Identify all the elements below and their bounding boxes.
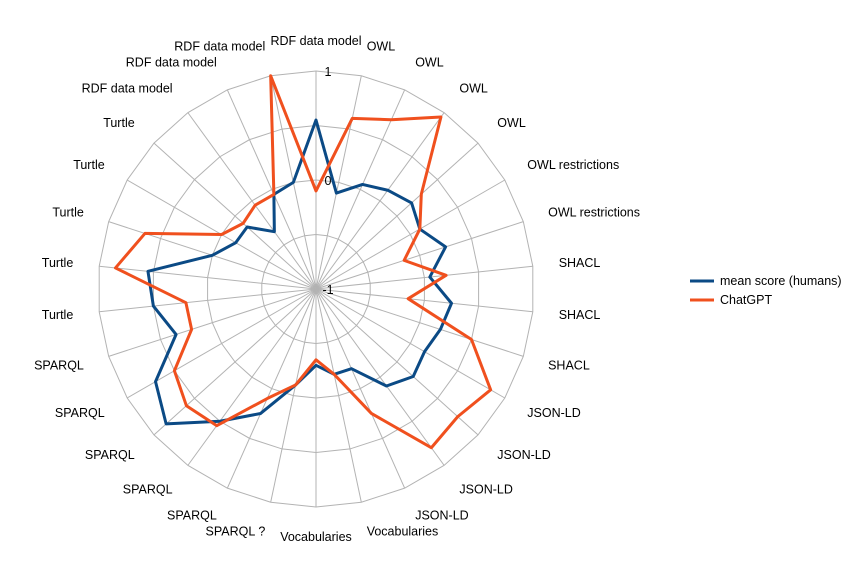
legend: mean score (humans) ChatGPT <box>690 274 842 307</box>
spoke-11 <box>315 288 479 436</box>
spoke-27 <box>187 112 317 290</box>
category-label: Turtle <box>73 158 105 172</box>
category-label: SPARQL <box>34 359 84 373</box>
tick-label: -1 <box>322 283 333 297</box>
spoke-7 <box>315 265 533 290</box>
legend-label-humans: mean score (humans) <box>720 274 842 288</box>
spoke-18 <box>187 288 317 466</box>
spoke-22 <box>99 288 317 313</box>
spoke-5 <box>315 179 506 290</box>
spoke-3 <box>315 112 445 290</box>
tick-label: 1 <box>325 65 332 79</box>
category-label: SPARQL <box>55 406 105 420</box>
category-label: RDF data model <box>174 39 265 53</box>
chart-series <box>113 74 493 450</box>
spoke-9 <box>315 288 524 357</box>
category-label: Turtle <box>103 116 135 130</box>
spoke-20 <box>126 288 317 399</box>
category-label: OWL <box>497 116 526 130</box>
chart-spokes <box>99 71 533 507</box>
category-label: SPARQL <box>167 509 217 523</box>
spoke-8 <box>315 288 533 313</box>
category-label: OWL <box>459 81 488 95</box>
category-label: Turtle <box>52 205 84 219</box>
category-label: OWL <box>415 55 444 69</box>
category-label: JSON-LD <box>497 448 550 462</box>
category-label: Turtle <box>42 256 74 270</box>
tick-labels: 1 0 -1 <box>322 65 333 297</box>
spoke-19 <box>153 288 317 436</box>
category-label: JSON-LD <box>527 406 580 420</box>
category-labels: RDF data model OWL OWL OWL OWL OWL restrictio… <box>34 34 640 544</box>
category-label: SPARQL <box>85 448 135 462</box>
spoke-17 <box>226 288 317 489</box>
series-line-1 <box>113 74 493 450</box>
category-label: JSON-LD <box>459 483 512 497</box>
category-label: OWL <box>367 39 396 53</box>
category-label: Turtle <box>42 308 74 322</box>
spoke-16 <box>270 288 317 503</box>
category-label: SHACL <box>559 308 601 322</box>
category-label: JSON-LD <box>415 509 468 523</box>
spoke-10 <box>315 288 506 399</box>
spoke-1 <box>315 75 362 290</box>
spoke-12 <box>315 288 445 466</box>
spoke-14 <box>315 288 362 503</box>
spoke-4 <box>315 142 479 290</box>
category-label: RDF data model <box>270 34 361 48</box>
category-label: OWL restrictions <box>527 158 619 172</box>
category-label: RDF data model <box>126 55 217 69</box>
spoke-23 <box>99 265 317 290</box>
spoke-13 <box>315 288 406 489</box>
category-label: Vocabularies <box>280 530 352 544</box>
category-label: SHACL <box>548 359 590 373</box>
legend-label-chatgpt: ChatGPT <box>720 293 772 307</box>
spoke-26 <box>153 142 317 290</box>
spoke-2 <box>315 89 406 290</box>
category-label: SHACL <box>559 256 601 270</box>
category-label: SPARQL ? <box>206 525 266 539</box>
tick-label: 0 <box>325 174 332 188</box>
spoke-28 <box>226 89 317 290</box>
category-label: RDF data model <box>82 81 173 95</box>
spoke-6 <box>315 221 524 290</box>
category-label: SPARQL <box>123 483 173 497</box>
category-label: Vocabularies <box>367 525 439 539</box>
category-label: OWL restrictions <box>548 205 640 219</box>
spoke-21 <box>108 288 317 357</box>
